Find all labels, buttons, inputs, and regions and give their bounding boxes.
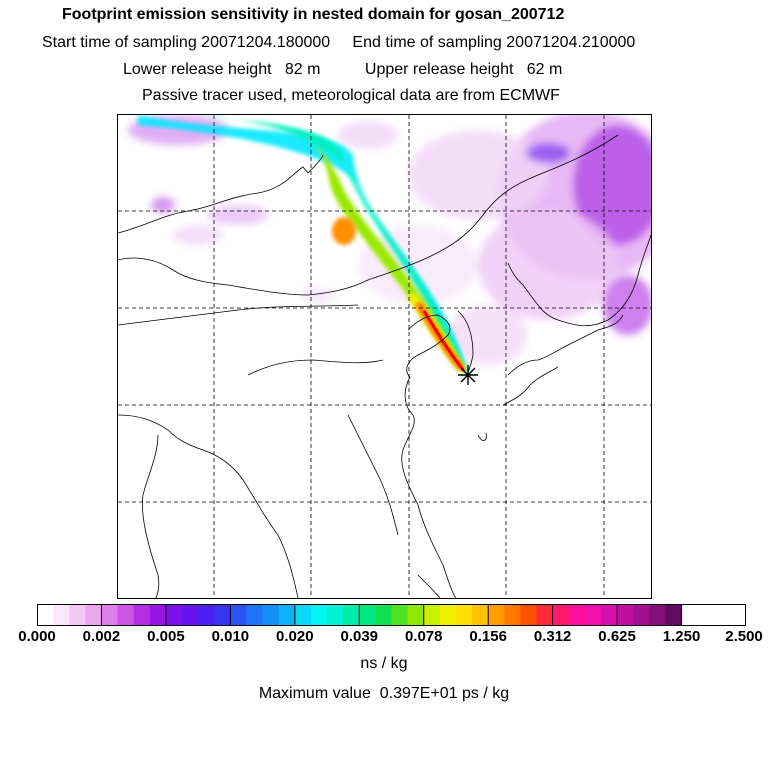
colorbar-cell (472, 604, 489, 626)
colorbar-cell (198, 604, 215, 626)
colorbar-cell (117, 604, 135, 626)
colorbar-cell (246, 604, 264, 626)
footprint-map (117, 114, 652, 599)
colorbar-cell (53, 604, 70, 626)
colorbar-tick-label: 0.010 (211, 628, 250, 645)
colorbar-tick-label: 0.020 (276, 628, 314, 645)
colorbar-tick-label: 0.000 (18, 628, 56, 645)
colorbar-tick-label: 0.312 (533, 628, 572, 645)
colorbar-tick-label: 2.500 (725, 628, 763, 645)
colorbar-cell (214, 604, 231, 626)
colorbar-cell (617, 604, 634, 626)
colorbar-cell (165, 604, 183, 626)
colorbar-cell (504, 604, 521, 626)
colorbar-tick-label: 0.625 (598, 628, 636, 645)
colorbar-cell (69, 604, 86, 626)
release-height-line: Lower release height 82 m Upper release … (123, 61, 563, 78)
colorbar-cell (423, 604, 441, 626)
colorbar-cell (584, 604, 602, 626)
colorbar-cell (359, 604, 376, 626)
colorbar-cell (278, 604, 296, 626)
colorbar-cell (520, 604, 538, 626)
colorbar-cell (133, 604, 151, 626)
maximum-value: Maximum value 0.397E+01 ps / kg (258, 685, 510, 702)
map-canvas (118, 115, 651, 598)
colorbar-cell (294, 604, 312, 626)
colorbar-cell (391, 604, 409, 626)
plot-title: Footprint emission sensitivity in nested… (62, 6, 565, 23)
colorbar-cell (552, 604, 570, 626)
colorbar-cell (101, 604, 119, 626)
colorbar-cell (439, 604, 457, 626)
colorbar-cell (375, 604, 392, 626)
colorbar-cell (37, 604, 54, 626)
colorbar-cell (182, 604, 199, 626)
colorbar-cell (633, 604, 650, 626)
colorbar-tick-label: 1.250 (662, 628, 701, 645)
colorbar-tick-label: 0.005 (147, 628, 185, 645)
colorbar-cell (536, 604, 554, 626)
colorbar-cell (488, 604, 505, 626)
coastlines (118, 134, 651, 598)
tracer-info-line: Passive tracer used, meteorological data… (142, 87, 560, 104)
colorbar-units: ns / kg (360, 655, 408, 672)
colorbar-cell (310, 604, 328, 626)
colorbar-cell (665, 604, 683, 626)
colorbar-cell (85, 604, 102, 626)
graticule (118, 115, 651, 598)
colorbar (37, 604, 746, 626)
colorbar-cell (568, 604, 586, 626)
colorbar-tick-label: 0.039 (340, 628, 379, 645)
colorbar-tick-label: 0.002 (82, 628, 121, 645)
colorbar-cell (327, 604, 344, 626)
colorbar-cell (455, 604, 473, 626)
colorbar-cell (649, 604, 666, 626)
colorbar-cell (149, 604, 167, 626)
colorbar-cell (600, 604, 618, 626)
colorbar-tick-label: 0.078 (404, 628, 443, 645)
colorbar-cell (343, 604, 360, 626)
colorbar-cell (262, 604, 280, 626)
receptor-star-icon (458, 365, 478, 385)
colorbar-tick-label: 0.156 (469, 628, 507, 645)
colorbar-cell (407, 604, 425, 626)
sampling-time-line: Start time of sampling 20071204.180000 E… (42, 34, 636, 51)
colorbar-cell (230, 604, 247, 626)
plume (138, 115, 470, 377)
